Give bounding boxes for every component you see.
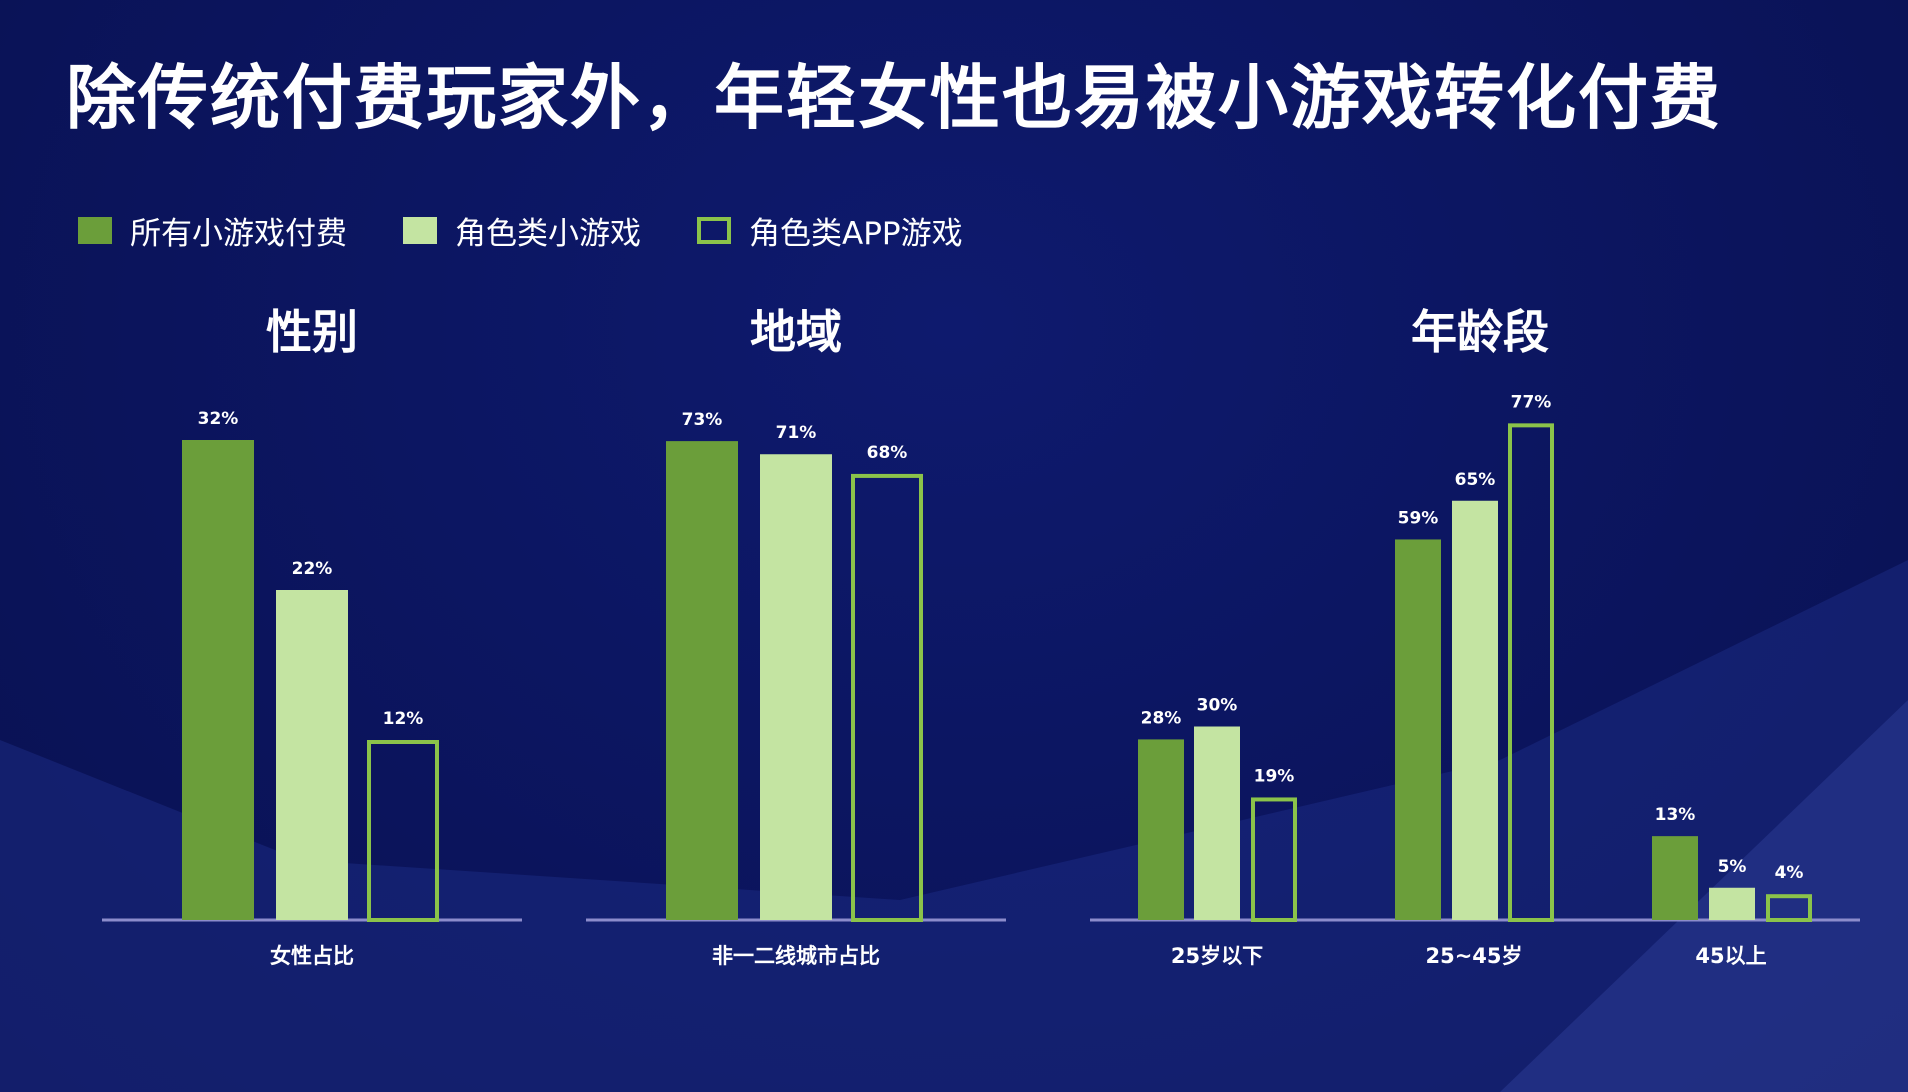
data-label: 4% — [1775, 863, 1804, 883]
data-label: 13% — [1655, 805, 1696, 825]
chart-title: 性别 — [266, 305, 358, 359]
data-label: 12% — [383, 709, 424, 729]
bar — [1452, 500, 1498, 920]
legend-swatch-solid-light — [403, 217, 437, 244]
bar — [851, 473, 923, 922]
x-category-label: 25岁以下 — [1171, 944, 1263, 968]
data-label: 71% — [776, 423, 817, 443]
chart-title: 年龄段 — [1411, 305, 1549, 359]
data-label: 32% — [198, 409, 239, 429]
legend-item-role-minigame: 角色类小游戏 — [403, 208, 641, 253]
bar — [1194, 726, 1240, 920]
x-category-label: 25~45岁 — [1425, 944, 1522, 968]
legend-item-role-app-game: 角色类APP游戏 — [697, 208, 963, 253]
data-label: 68% — [867, 443, 908, 463]
legend-swatch-outline — [697, 217, 731, 244]
legend-label: 角色类APP游戏 — [749, 216, 963, 252]
legend-swatch-solid-dark — [78, 217, 112, 244]
data-label: 77% — [1511, 392, 1552, 412]
chart-title: 地域 — [750, 305, 842, 359]
data-label: 65% — [1455, 470, 1496, 490]
data-label: 19% — [1254, 766, 1295, 786]
bar — [1508, 423, 1554, 922]
legend-label: 角色类小游戏 — [455, 216, 641, 252]
legend-label: 所有小游戏付费 — [130, 216, 347, 252]
data-label: 59% — [1398, 508, 1439, 528]
bar — [182, 440, 254, 920]
bar — [1395, 539, 1441, 920]
bar — [1138, 739, 1184, 920]
bar — [760, 454, 832, 920]
data-label: 73% — [682, 410, 723, 430]
bar — [1251, 797, 1297, 923]
bar — [666, 441, 738, 920]
data-label: 5% — [1718, 857, 1747, 877]
page-title: 除传统付费玩家外，年轻女性也易被小游戏转化付费 — [66, 57, 1722, 139]
legend-item-all-minigame-paying: 所有小游戏付费 — [78, 208, 347, 253]
bar — [1709, 887, 1755, 920]
bar — [276, 590, 348, 920]
x-category-label: 非一二线城市占比 — [712, 944, 880, 968]
x-category-label: 女性占比 — [270, 944, 354, 968]
legend: 所有小游戏付费 角色类小游戏 角色类APP游戏 — [78, 208, 1019, 253]
data-label: 22% — [292, 559, 333, 579]
bar — [1766, 894, 1812, 923]
data-label: 30% — [1197, 696, 1238, 716]
x-category-label: 45以上 — [1695, 944, 1766, 968]
bar — [1652, 836, 1698, 920]
data-label: 28% — [1141, 708, 1182, 728]
bar — [367, 740, 439, 922]
